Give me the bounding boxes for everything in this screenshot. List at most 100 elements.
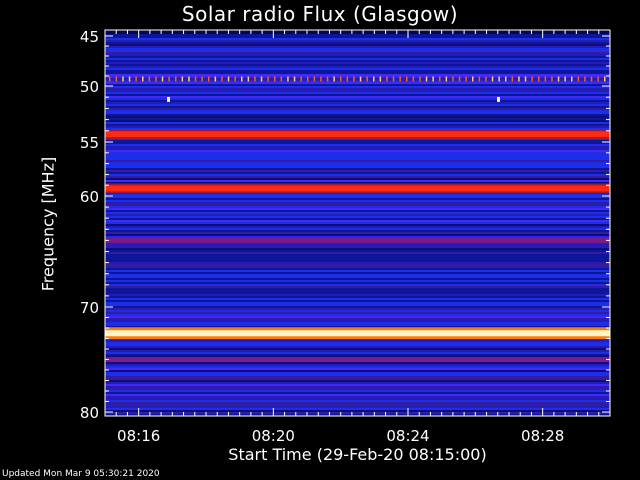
emission-band [105, 131, 610, 138]
heatmap-row [105, 52, 610, 54]
heatmap-row [105, 200, 610, 202]
heatmap-row [105, 346, 610, 348]
spike-mark [386, 76, 388, 82]
heatmap-row [105, 86, 610, 88]
heatmap-row [105, 392, 610, 394]
heatmap-row [105, 406, 610, 408]
heatmap-row [105, 96, 610, 98]
spike-mark [472, 76, 474, 82]
heatmap-row [105, 244, 610, 246]
heatmap-row [105, 30, 610, 34]
spike-mark [175, 76, 177, 82]
heatmap-row [105, 106, 610, 108]
heatmap-row [105, 170, 610, 172]
heatmap-row [105, 254, 610, 256]
heatmap-row [105, 390, 610, 392]
heatmap-row [105, 82, 610, 84]
heatmap-row [105, 394, 610, 396]
heatmap-row [105, 144, 610, 146]
spike-mark [346, 76, 349, 82]
heatmap-row [105, 290, 610, 292]
heatmap-row [105, 60, 610, 62]
heatmap-row [105, 212, 610, 214]
heatmap-row [105, 158, 610, 160]
spike-mark [128, 76, 131, 82]
spike-mark [406, 76, 408, 82]
heatmap-row [105, 402, 610, 404]
spike-mark [551, 76, 553, 82]
heatmap-row [105, 66, 610, 68]
spike-mark [590, 76, 593, 82]
spike-mark [432, 76, 434, 82]
heatmap-row [105, 118, 610, 120]
heatmap-row [105, 264, 610, 266]
x-tick-label: 08:24 [386, 427, 429, 445]
heatmap-row [105, 242, 610, 244]
heatmap-row [105, 58, 610, 60]
heatmap-row [105, 410, 610, 412]
x-tick-label: 08:16 [117, 427, 160, 445]
spike-mark [564, 76, 566, 82]
heatmap-row [105, 150, 610, 152]
spike-mark [326, 76, 329, 82]
heatmap-row [105, 88, 610, 90]
heatmap-row [105, 308, 610, 310]
spike-mark [511, 76, 514, 82]
heatmap-row [105, 234, 610, 236]
spike-mark [155, 76, 157, 82]
heatmap-row [105, 370, 610, 372]
spike-mark [214, 76, 217, 82]
spike-mark [109, 76, 111, 82]
spike-mark [419, 76, 421, 82]
spike-mark [267, 76, 269, 82]
heatmap-row [105, 372, 610, 374]
x-axis: 08:16 08:20 08:24 08:28 [104, 30, 611, 445]
spike-mark [445, 76, 448, 82]
heatmap-row [105, 314, 610, 316]
heatmap-row [105, 384, 610, 386]
spike-mark [412, 76, 415, 82]
spike-mark [280, 76, 283, 82]
heatmap-row [105, 302, 610, 304]
spike-mark [293, 76, 296, 82]
heatmap-row [105, 76, 610, 78]
heatmap-row [105, 248, 610, 250]
heatmap-row [105, 312, 610, 314]
heatmap-row [105, 110, 610, 112]
x-axis-label: Start Time (29-Feb-20 08:15:00) [228, 445, 487, 464]
heatmap-row [105, 310, 610, 312]
spike-mark [491, 76, 494, 82]
heatmap-row [105, 378, 610, 380]
spike-mark [142, 76, 144, 82]
heatmap-row [105, 64, 610, 66]
spike-mark [300, 76, 302, 82]
spike-mark [188, 76, 190, 82]
spike-mark [604, 76, 606, 82]
chart-title: Solar radio Flux (Glasgow) [181, 2, 459, 26]
emission-band [105, 330, 610, 337]
heatmap-row [105, 112, 610, 114]
heatmap-row [105, 74, 610, 76]
spike-mark [452, 76, 454, 82]
heatmap-row [105, 382, 610, 384]
spike-mark [313, 76, 316, 82]
heatmap-row [105, 180, 610, 182]
spike-mark [201, 76, 203, 82]
heatmap-row [105, 40, 610, 42]
heatmap-row [105, 222, 610, 224]
y-tick-label: 80 [80, 404, 99, 422]
heatmap-row [105, 280, 610, 282]
heatmap-row [105, 50, 610, 52]
heatmap-row [105, 204, 610, 206]
spike-mark [260, 76, 263, 82]
heatmap-row [105, 350, 610, 352]
heatmap-row [105, 414, 610, 416]
heatmap-row [105, 288, 610, 290]
heatmap-row [105, 198, 610, 200]
heatmap-row [105, 256, 610, 258]
spike-mark [465, 76, 467, 82]
spike-mark [557, 76, 560, 82]
spike-mark [340, 76, 342, 82]
spike-mark [373, 76, 375, 82]
heatmap-row [105, 178, 610, 180]
